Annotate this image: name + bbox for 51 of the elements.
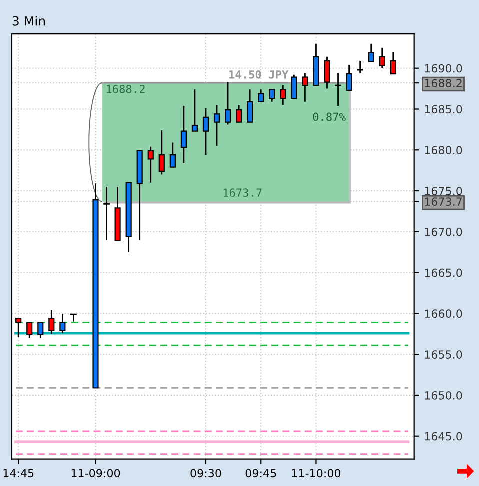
- candlestick: [148, 146, 154, 184]
- y-tick-label: 1688.2: [425, 79, 462, 88]
- candlestick: [291, 74, 298, 100]
- candlestick: [236, 104, 242, 124]
- candlestick: [48, 310, 55, 335]
- candlestick: [247, 88, 254, 124]
- x-tick-label: 14:45: [4, 469, 34, 478]
- candlestick: [70, 314, 77, 323]
- chart-title: 3 Min: [12, 16, 46, 26]
- candlestick: [202, 108, 210, 156]
- candlestick: [390, 51, 396, 75]
- x-tick-label: 09:45: [246, 469, 276, 478]
- annotation: 1673.7: [224, 188, 262, 198]
- candlestick: [38, 322, 44, 339]
- y-tick-label: 1660.0: [425, 310, 462, 318]
- candlestick: [104, 186, 110, 241]
- y-tick-label: 1670.0: [425, 228, 462, 236]
- candlestick: [16, 318, 22, 338]
- candlestick: [225, 82, 232, 126]
- candlestick: [26, 322, 33, 339]
- candlestick: [280, 84, 286, 106]
- candlestick: [379, 47, 386, 70]
- x-tick-label: 11-09:00: [72, 469, 120, 478]
- candlestick: [302, 72, 308, 103]
- y-tick-label: 1650.0: [425, 391, 462, 400]
- candlestick: [324, 56, 330, 90]
- x-tick-label: 09:30: [190, 469, 222, 478]
- y-tick-label: 1665.0: [425, 268, 462, 278]
- candlestick: [170, 142, 176, 168]
- annotation: 0.87%: [313, 112, 346, 122]
- y-tick-label: 1685.0: [425, 105, 462, 114]
- y-tick-label: 1675.0: [425, 187, 462, 196]
- candlestick: [335, 72, 342, 107]
- x-tick-label: 11-10:00: [292, 469, 341, 478]
- candlestick: [214, 104, 220, 147]
- candlestick: [180, 105, 187, 164]
- candlestick: [346, 64, 352, 92]
- y-tick-label: 1673.7: [425, 198, 462, 206]
- candlestick: [357, 60, 364, 74]
- candlestick: [269, 88, 276, 103]
- y-tick-label: 1645.0: [425, 432, 462, 441]
- candlestick: [60, 314, 66, 334]
- candlestick: [368, 43, 374, 63]
- candlestick: [192, 88, 198, 132]
- band-label: 14.50 JPY: [229, 70, 289, 79]
- annotation: 1688.2: [107, 84, 145, 94]
- candlestick: [258, 88, 264, 103]
- candlestick: [158, 130, 165, 176]
- y-tick-label: 1655.0: [425, 350, 462, 359]
- y-tick-label: 1680.0: [425, 146, 462, 155]
- y-tick-label: 1690.0: [425, 64, 462, 73]
